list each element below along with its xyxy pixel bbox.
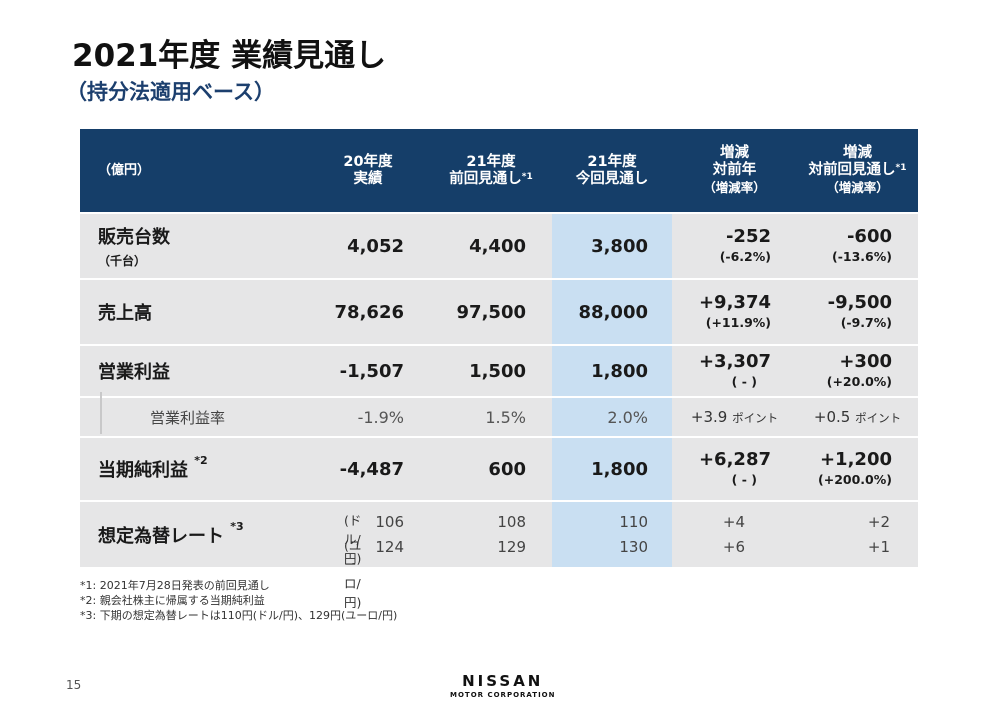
cell-fy21-curr: 2.0% (552, 396, 672, 437)
unit-label: （億円） (98, 163, 151, 178)
row-label-op-profit: 営業利益 (80, 344, 306, 397)
row-label-op-margin: 営業利益率 (80, 396, 306, 437)
cell-fy21-prev: 1,500 (430, 344, 552, 397)
indent-divider (100, 392, 102, 434)
row-label-net-income: 当期純利益 *2 (80, 436, 306, 501)
row-label-fx: 想定為替レート *3 (ドル/円) (ユーロ/円) (80, 500, 361, 610)
page-number: 15 (66, 678, 82, 692)
header-fy21-prev: 21年度 前回見通し*1 (449, 153, 533, 187)
table-header-row: （億円） 20年度 実績 21年度 前回見通し*1 21年度 今回見通し 増減 対前年（… (80, 129, 918, 213)
cell-fy21-prev: 97,500 (430, 278, 552, 345)
cell-fy21-prev: 1.5% (430, 396, 552, 437)
page-subtitle: （持分法適用ベース） (66, 80, 275, 104)
cell-vs-prev: +2 +1 (797, 500, 918, 567)
table-row: 売上高 78,626 97,500 88,000 +9,374 (+11.9%) … (80, 278, 918, 345)
fx-unit-usd: (ドル/円) (344, 513, 362, 566)
cell-fy21-curr: 1,800 (552, 344, 672, 397)
cell-fy21-prev: 4,400 (430, 212, 552, 279)
logo-corp: MOTOR CORPORATION (450, 691, 556, 699)
cell-vs-year: +9,374 (+11.9%) (672, 278, 797, 345)
cell-vs-prev: -9,500 (-9.7%) (797, 278, 918, 345)
cell-fy20: 78,626 (306, 278, 430, 345)
cell-vs-year: +3,307( - ) (672, 344, 797, 397)
cell-vs-prev: +0.5 ポイント (797, 396, 918, 437)
cell-vs-year: +3.9 ポイント (672, 396, 797, 437)
table-row: 販売台数 （千台） 4,052 4,400 3,800 -252 (-6.2%) -… (80, 212, 918, 279)
cell-vs-year: +4 +6 (672, 500, 797, 567)
page-title: 2021年度 業績見通し (72, 38, 387, 74)
table-row: 営業利益 -1,507 1,500 1,800 +3,307( - ) +300… (80, 344, 918, 397)
forecast-table: （億円） 20年度 実績 21年度 前回見通し*1 21年度 今回見通し 増減 対前年（… (80, 129, 918, 610)
cell-fy20: 106 124 (306, 500, 430, 567)
cell-fy20: -1.9% (306, 396, 430, 437)
cell-vs-prev: +1,200 (+200.0%) (797, 436, 918, 501)
cell-vs-year: -252 (-6.2%) (672, 212, 797, 279)
header-vs-prev-forecast: 増減 対前回見通し*1 （増減率） (808, 144, 907, 195)
table-row: 想定為替レート *3 (ドル/円) (ユーロ/円) 106 124 108 129 … (80, 500, 918, 610)
logo-brand: NISSAN (462, 672, 544, 690)
header-fy21-curr: 21年度 今回見通し (575, 153, 649, 187)
cell-vs-prev: +300 (+20.0%) (797, 344, 918, 397)
cell-vs-prev: -600 (-13.6%) (797, 212, 918, 279)
table-row: 営業利益率 -1.9% 1.5% 2.0% +3.9 ポイント +0.5 ポイン… (80, 396, 918, 437)
cell-fy21-prev: 600 (430, 436, 552, 501)
footnote-1: *1: 2021年7月28日発表の前回見通し (80, 579, 270, 592)
footnotes: *1: 2021年7月28日発表の前回見通し *2: 親会社株主に帰属する当期純… (80, 578, 397, 623)
cell-fy21-curr: 3,800 (552, 212, 672, 279)
row-label-revenue: 売上高 (80, 278, 306, 345)
cell-fy20: -1,507 (306, 344, 430, 397)
footnote-3: *3: 下期の想定為替レートは110円(ドル/円)、129円(ユーロ/円) (80, 609, 398, 622)
cell-fy20: -4,487 (306, 436, 430, 501)
table-row: 当期純利益 *2 -4,487 600 1,800 +6,287( - ) +1… (80, 436, 918, 501)
cell-fy21-curr: 110 130 (552, 500, 672, 567)
cell-fy20: 4,052 (306, 212, 430, 279)
fx-unit-eur: (ユーロ/円) (344, 538, 362, 610)
header-fy20: 20年度 実績 (343, 153, 393, 187)
cell-fy21-prev: 108 129 (430, 500, 552, 567)
cell-vs-year: +6,287( - ) (672, 436, 797, 501)
cell-fy21-curr: 88,000 (552, 278, 672, 345)
cell-fy21-curr: 1,800 (552, 436, 672, 501)
row-label-units: 販売台数 （千台） (80, 212, 306, 279)
header-vs-prev-year: 増減 対前年 （増減率） (703, 144, 766, 195)
nissan-logo: NISSAN MOTOR CORPORATION (450, 672, 555, 699)
footnote-2: *2: 親会社株主に帰属する当期純利益 (80, 594, 265, 607)
